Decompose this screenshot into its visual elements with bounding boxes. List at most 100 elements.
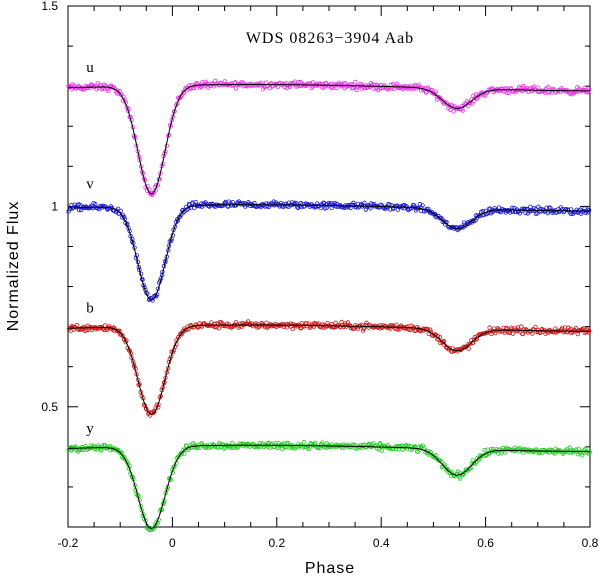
data-point bbox=[93, 201, 98, 207]
data-point bbox=[198, 442, 203, 447]
data-point bbox=[143, 518, 148, 523]
data-point bbox=[179, 212, 184, 218]
axis-tick-labels: -0.2 0 0.2 0.4 0.6 0.8 0.5 1 1.5 bbox=[41, 0, 598, 550]
data-point bbox=[264, 201, 269, 206]
data-point bbox=[371, 86, 376, 91]
model-curves bbox=[67, 84, 590, 530]
x-tick-label: 0.2 bbox=[268, 536, 285, 550]
data-point bbox=[507, 330, 513, 336]
data-point bbox=[230, 200, 235, 205]
data-point bbox=[509, 208, 514, 213]
data-point bbox=[428, 327, 433, 332]
data-point bbox=[182, 447, 188, 452]
series-label-b: b bbox=[86, 301, 94, 317]
data-point bbox=[465, 103, 471, 109]
data-point bbox=[233, 86, 239, 91]
data-point bbox=[350, 202, 355, 208]
data-point bbox=[226, 322, 232, 327]
data-point bbox=[329, 86, 335, 91]
data-point bbox=[366, 203, 371, 208]
data-point bbox=[513, 90, 518, 95]
data-point bbox=[451, 109, 456, 114]
data-point bbox=[437, 95, 443, 101]
data-point bbox=[472, 337, 477, 343]
data-point bbox=[81, 324, 86, 330]
data-point bbox=[516, 208, 522, 214]
data-point bbox=[339, 83, 344, 89]
data-point bbox=[425, 85, 431, 90]
data-point bbox=[573, 326, 579, 331]
data-point bbox=[119, 332, 124, 337]
data-point bbox=[575, 331, 580, 337]
series-b-model-line bbox=[67, 324, 590, 415]
data-point bbox=[394, 322, 399, 328]
data-point bbox=[353, 79, 358, 85]
data-point bbox=[301, 440, 307, 445]
data-point bbox=[546, 84, 551, 90]
data-point bbox=[437, 335, 443, 340]
data-point bbox=[301, 444, 306, 449]
data-point bbox=[413, 86, 418, 91]
series-v-points bbox=[66, 199, 592, 303]
data-point bbox=[168, 354, 174, 359]
data-point bbox=[219, 203, 224, 209]
data-point bbox=[325, 320, 330, 326]
data-point bbox=[363, 207, 369, 212]
data-point bbox=[150, 298, 155, 303]
data-point bbox=[566, 450, 571, 455]
data-point bbox=[94, 87, 99, 92]
data-point bbox=[70, 82, 75, 87]
data-point bbox=[470, 218, 476, 223]
data-point bbox=[581, 87, 586, 93]
data-point bbox=[477, 456, 482, 461]
data-point bbox=[412, 203, 417, 208]
series-label-y: y bbox=[86, 421, 94, 437]
data-point bbox=[172, 224, 178, 229]
series-y-points bbox=[66, 440, 592, 533]
data-point bbox=[351, 443, 356, 448]
data-point bbox=[583, 446, 588, 452]
x-tick-label: -0.2 bbox=[58, 536, 79, 550]
data-point bbox=[471, 460, 476, 466]
data-point bbox=[537, 209, 542, 214]
data-point bbox=[395, 207, 401, 212]
data-point bbox=[457, 476, 462, 481]
data-point bbox=[573, 209, 578, 215]
series-v-model-line bbox=[67, 204, 590, 301]
data-point bbox=[369, 325, 375, 330]
data-point bbox=[75, 203, 80, 208]
data-point bbox=[420, 203, 425, 208]
data-point bbox=[517, 327, 522, 332]
data-point bbox=[420, 443, 425, 448]
data-point bbox=[355, 445, 361, 450]
data-point bbox=[362, 200, 367, 205]
data-point bbox=[432, 91, 438, 97]
y-tick-label: 1.5 bbox=[41, 0, 58, 13]
x-tick-label: 0.6 bbox=[477, 536, 494, 550]
data-point bbox=[115, 88, 120, 93]
series-u-model-line bbox=[67, 84, 590, 195]
data-point bbox=[393, 444, 398, 449]
data-point bbox=[233, 319, 239, 325]
data-point bbox=[411, 444, 416, 450]
data-point bbox=[520, 331, 526, 337]
chart-title: WDS 08263−3904 Aab bbox=[246, 30, 414, 47]
data-point bbox=[559, 325, 565, 331]
y-tick-label: 0.5 bbox=[41, 400, 58, 414]
data-point bbox=[460, 108, 465, 113]
data-point bbox=[395, 81, 400, 86]
data-point bbox=[508, 447, 514, 453]
data-point bbox=[182, 451, 187, 456]
data-point bbox=[378, 440, 383, 446]
data-point bbox=[493, 330, 498, 336]
data-point bbox=[224, 443, 229, 449]
data-point bbox=[114, 91, 120, 96]
data-point bbox=[489, 446, 494, 452]
data-point bbox=[390, 81, 396, 87]
data-point bbox=[190, 441, 196, 446]
data-point bbox=[556, 209, 562, 215]
data-point bbox=[404, 204, 409, 209]
data-series bbox=[66, 78, 592, 533]
data-point bbox=[348, 323, 353, 328]
